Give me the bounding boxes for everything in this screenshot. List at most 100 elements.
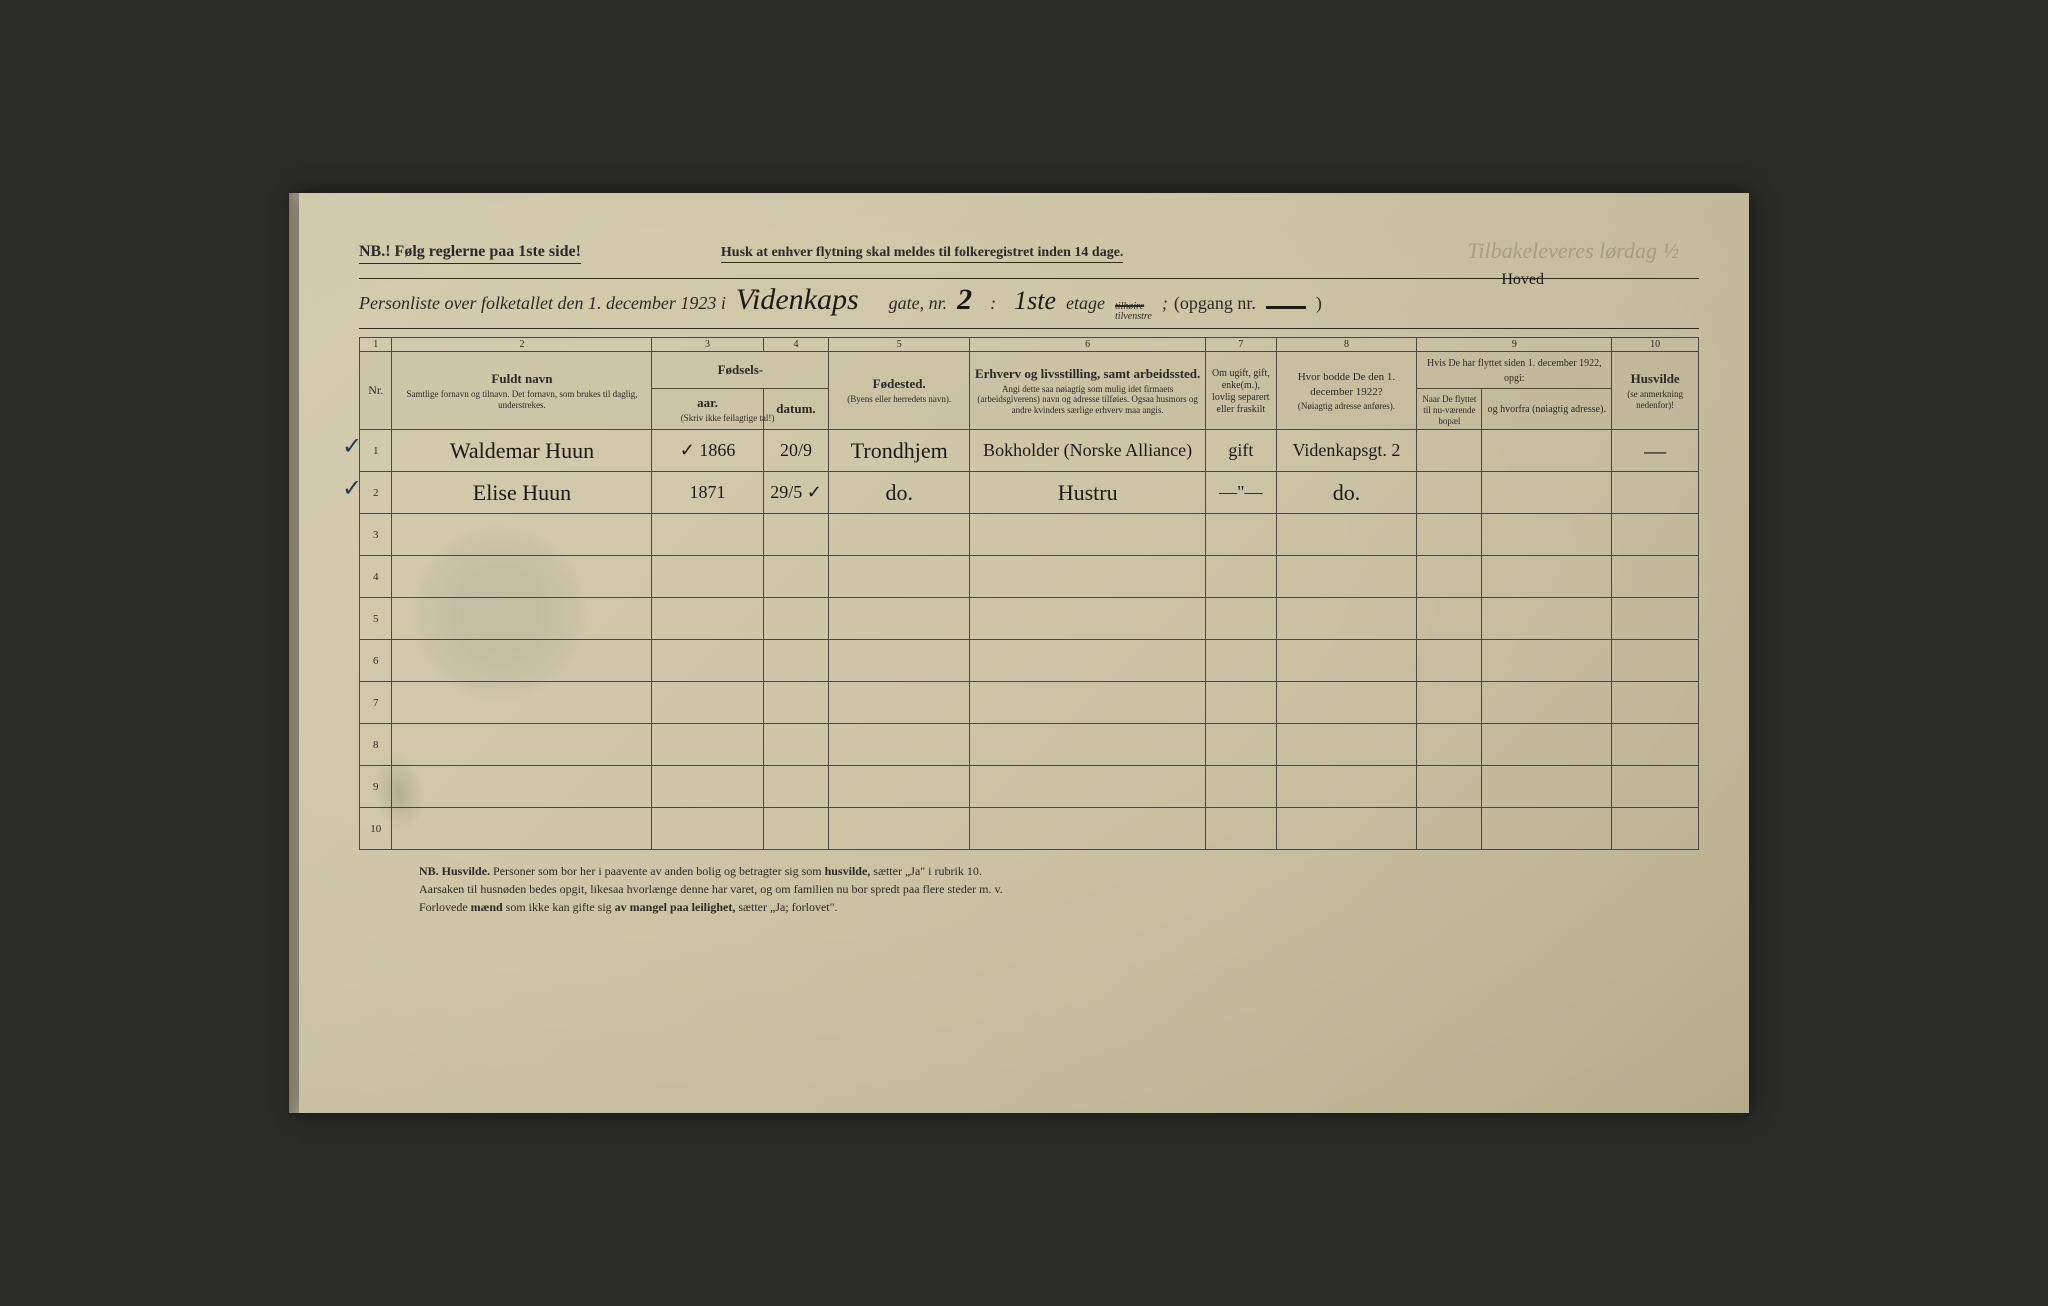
cell-naar: [1417, 472, 1482, 514]
c: [1206, 514, 1276, 556]
gate-number-handwritten: 2: [953, 285, 976, 315]
th-hvorfra-text: og hvorfra (nøiagtig adresse).: [1486, 404, 1607, 416]
footer-line-2: Aarsaken til husnøden bedes opgit, likes…: [419, 880, 1499, 898]
empty-row: 5: [360, 598, 1699, 640]
colnum: 4: [763, 338, 829, 352]
cell-bodde: do.: [1276, 472, 1417, 514]
page-wrapper: Tilbakeleveres lørdag ½ Hoved NB.! Følg …: [299, 193, 1749, 1113]
cell-gift: gift: [1206, 430, 1276, 472]
c: [392, 556, 652, 598]
c: [1417, 640, 1482, 682]
table-header: 1 2 3 4 5 6 7 8 9 10 Nr. Fuldt navn Samt…: [360, 338, 1699, 430]
c: [1482, 556, 1612, 598]
c: [763, 640, 829, 682]
data-row-2: ✓ 2 Elise Huun 1871 29/5 ✓ do. Hustru —"…: [360, 472, 1699, 514]
document-header: Tilbakeleveres lørdag ½ Hoved NB.! Følg …: [359, 243, 1699, 329]
cell-husvilde: [1612, 472, 1699, 514]
c: [1612, 514, 1699, 556]
c: [1206, 556, 1276, 598]
cell-fodested: Trondhjem: [829, 430, 970, 472]
footer-line-1: NB. Husvilde. Personer som bor her i paa…: [419, 862, 1499, 880]
opgang-blank: [1266, 306, 1306, 309]
c: [1612, 808, 1699, 850]
colnum: 8: [1276, 338, 1417, 352]
th-hvorfra: og hvorfra (nøiagtig adresse).: [1482, 389, 1612, 430]
c: [1417, 556, 1482, 598]
c: [392, 682, 652, 724]
c: [1612, 640, 1699, 682]
c: [763, 556, 829, 598]
c: [1417, 682, 1482, 724]
etage-handwritten: 1ste: [1010, 288, 1060, 314]
cell-aar: ✓ 1866: [652, 430, 763, 472]
cell-bodde: Videnkapsgt. 2: [1276, 430, 1417, 472]
colnum: 10: [1612, 338, 1699, 352]
title-prefix: Personliste over folketallet den 1. dece…: [359, 293, 726, 314]
column-number-row: 1 2 3 4 5 6 7 8 9 10: [360, 338, 1699, 352]
c: [1276, 556, 1417, 598]
check-icon: ✓: [342, 474, 362, 503]
th-name-sub: Samtlige fornavn og tilnavn. Det fornavn…: [396, 389, 647, 411]
c: [970, 640, 1206, 682]
c: [1276, 766, 1417, 808]
c: [1206, 598, 1276, 640]
c: [652, 766, 763, 808]
c: [1482, 514, 1612, 556]
footer-t1: Personer som bor her i paavente av anden…: [493, 864, 822, 878]
th-name: Fuldt navn Samtlige fornavn og tilnavn. …: [392, 352, 652, 430]
cell-husvilde: —: [1612, 430, 1699, 472]
c: [829, 556, 970, 598]
c: [970, 682, 1206, 724]
cell-datum: 29/5 ✓: [763, 472, 829, 514]
colnum: 7: [1206, 338, 1276, 352]
c: [392, 766, 652, 808]
th-naar: Naar De flyttet til nu-værende bopæl: [1417, 389, 1482, 430]
c: [763, 598, 829, 640]
c: [652, 682, 763, 724]
cell-aar: 1871: [652, 472, 763, 514]
th-gift: Om ugift, gift, enke(m.), lovlig separer…: [1206, 352, 1276, 430]
side-options: tilhøire tilvenstre: [1115, 302, 1152, 322]
footer-mangel: av mangel paa leilighet,: [615, 900, 736, 914]
th-fodsels: Fødsels-: [652, 352, 829, 389]
row-nr: 4: [360, 556, 392, 598]
row-nr: 7: [360, 682, 392, 724]
th-naar-text: Naar De flyttet til nu-værende bopæl: [1421, 394, 1477, 426]
th-fodsels-main: Fødsels-: [718, 362, 764, 377]
th-datum: datum.: [763, 389, 829, 430]
c: [763, 766, 829, 808]
census-table: 1 2 3 4 5 6 7 8 9 10 Nr. Fuldt navn Samt…: [359, 337, 1699, 850]
cell-hvorfra: [1482, 472, 1612, 514]
separator: :: [990, 293, 996, 314]
empty-row: 9: [360, 766, 1699, 808]
etage-label: etage: [1066, 293, 1105, 314]
c: [970, 556, 1206, 598]
opgang-label: (opgang nr.: [1174, 293, 1256, 314]
row-nr: 3: [360, 514, 392, 556]
c: [1417, 808, 1482, 850]
empty-row: 6: [360, 640, 1699, 682]
footer-maend: mænd: [471, 900, 503, 914]
th-husvilde-main: Husvilde: [1631, 371, 1680, 386]
row-nr: ✓ 1: [360, 430, 392, 472]
c: [392, 640, 652, 682]
th-datum-main: datum.: [776, 401, 815, 416]
c: [652, 724, 763, 766]
c: [763, 514, 829, 556]
th-erhverv-sub: Angi dette saa nøiagtig som mulig idet f…: [974, 384, 1201, 416]
c: [829, 682, 970, 724]
c: [1482, 640, 1612, 682]
c: [392, 808, 652, 850]
census-document: Tilbakeleveres lørdag ½ Hoved NB.! Følg …: [299, 193, 1749, 1113]
c: [1482, 682, 1612, 724]
gate-label: gate, nr.: [889, 293, 948, 314]
footer-husvilde: husvilde,: [825, 864, 871, 878]
th-aar-main: aar.: [697, 395, 718, 410]
c: [829, 640, 970, 682]
empty-row: 8: [360, 724, 1699, 766]
th-nr: Nr.: [360, 352, 392, 430]
row-nr: 10: [360, 808, 392, 850]
row-nr: 8: [360, 724, 392, 766]
c: [1482, 724, 1612, 766]
c: [1276, 724, 1417, 766]
